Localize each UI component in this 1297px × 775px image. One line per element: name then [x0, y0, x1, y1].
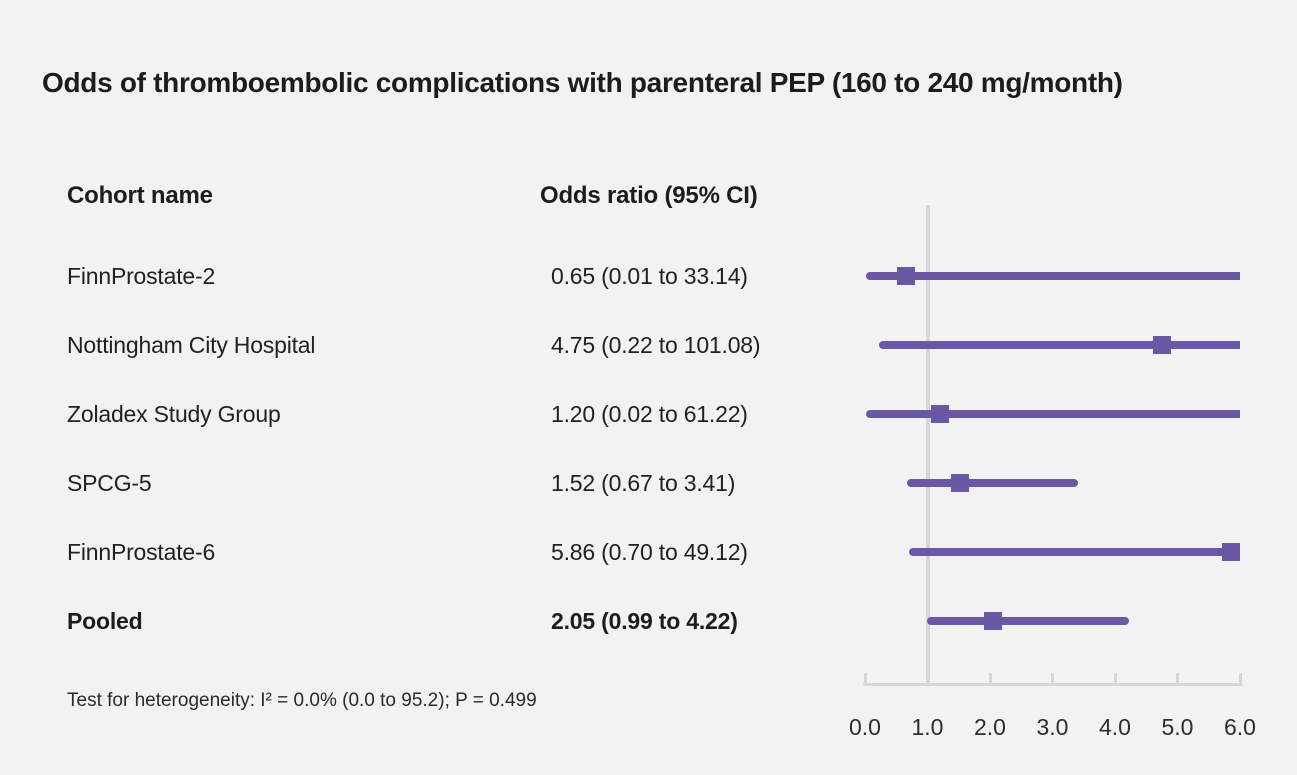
axis-tick: [926, 673, 929, 684]
odds-ratio-value: 1.20 (0.02 to 61.22): [551, 401, 748, 427]
x-tick-label: 1.0: [911, 714, 944, 740]
column-header-cohort: Cohort name: [67, 182, 213, 209]
table-row-pooled: Pooled 2.05 (0.99 to 4.22): [0, 608, 1297, 636]
cohort-name: Pooled: [67, 608, 143, 634]
table-row: Nottingham City Hospital 4.75 (0.22 to 1…: [0, 332, 1297, 360]
or-marker: [896, 267, 915, 285]
cohort-name: Zoladex Study Group: [67, 401, 281, 427]
table-row: SPCG-5 1.52 (0.67 to 3.41): [0, 470, 1297, 498]
ci-line: [866, 410, 1240, 418]
x-tick-label: 5.0: [1161, 714, 1194, 740]
ci-line: [906, 479, 1079, 487]
or-marker: [931, 405, 949, 423]
x-tick-label: 3.0: [1036, 714, 1069, 740]
odds-ratio-value: 1.52 (0.67 to 3.41): [551, 470, 736, 496]
cohort-name: FinnProstate-2: [67, 263, 216, 289]
cohort-name: FinnProstate-6: [67, 539, 216, 565]
axis-tick: [1238, 673, 1242, 684]
axis-tick: [1176, 673, 1179, 684]
cohort-name: SPCG-5: [67, 470, 152, 496]
x-tick-label: 4.0: [1099, 714, 1131, 740]
reference-line: [925, 205, 930, 683]
page-title: Odds of thromboembolic complications wit…: [42, 67, 1123, 98]
odds-ratio-value: 2.05 (0.99 to 4.22): [551, 608, 738, 634]
or-marker: [1152, 336, 1171, 354]
axis-tick: [1113, 673, 1117, 684]
cohort-name: Nottingham City Hospital: [67, 332, 316, 358]
or-marker: [984, 612, 1003, 630]
heterogeneity-footnote: Test for heterogeneity: I² = 0.0% (0.0 t…: [67, 690, 537, 711]
axis-tick: [1051, 673, 1054, 684]
table-row: FinnProstate-6 5.86 (0.70 to 49.12): [0, 539, 1297, 567]
x-tick-label: 0.0: [849, 714, 881, 740]
or-marker: [1222, 543, 1241, 561]
table-row: Zoladex Study Group 1.20 (0.02 to 61.22): [0, 401, 1297, 429]
ci-line: [926, 617, 1129, 625]
ci-line: [908, 548, 1240, 556]
axis-tick: [988, 673, 992, 684]
table-row: FinnProstate-2 0.65 (0.01 to 33.14): [0, 263, 1297, 291]
or-marker: [951, 474, 969, 492]
column-header-odds-ratio: Odds ratio (95% CI): [540, 182, 758, 209]
x-tick-label: 2.0: [974, 714, 1006, 740]
axis-tick: [863, 673, 867, 684]
ci-line: [878, 341, 1240, 349]
odds-ratio-value: 0.65 (0.01 to 33.14): [551, 263, 748, 289]
x-tick-label: 6.0: [1224, 714, 1256, 740]
x-axis-line: [863, 683, 1243, 686]
ci-line: [865, 272, 1240, 280]
odds-ratio-value: 4.75 (0.22 to 101.08): [551, 332, 761, 358]
odds-ratio-value: 5.86 (0.70 to 49.12): [551, 539, 748, 565]
